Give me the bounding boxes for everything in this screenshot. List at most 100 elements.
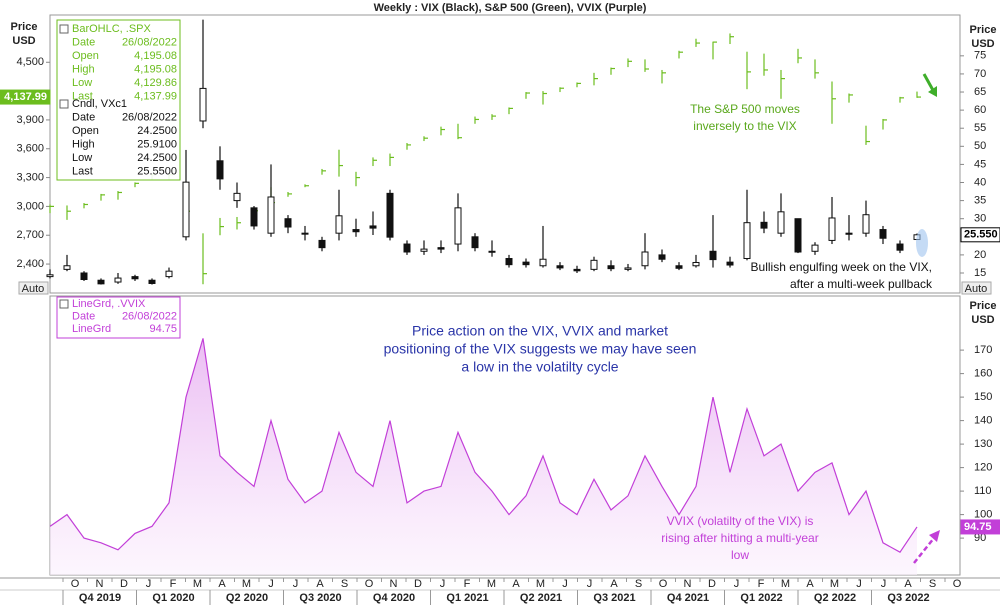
legend-value: 26/08/2022 [122,36,177,48]
tick-label: 3,600 [16,143,44,155]
x-month-label: J [856,578,862,590]
candle-body [63,265,71,270]
x-month-label: A [218,578,226,590]
candle-body [46,274,54,278]
legend-key: Open [72,50,99,62]
candle-body [471,236,479,249]
candle-body [284,218,292,228]
x-month-label: D [120,578,128,590]
annotation: inversely to the VIX [693,119,796,133]
candle-body [114,277,122,283]
candle-body [896,243,904,251]
candle-body [335,215,343,234]
candle-body [760,221,768,229]
tick-label: 55 [974,122,986,134]
x-quarter-label: Q3 2022 [887,592,929,604]
arrow-head [928,86,937,97]
tick-label: 3,900 [16,114,44,126]
y2-axis-title: Price [970,24,997,36]
legend-icon [59,24,69,34]
legend-value: 24.2500 [137,125,177,137]
legend-icon [59,99,69,109]
tick-label: 140 [974,415,992,427]
legend-header: Cndl, VXc1 [72,98,127,110]
annotation: after a multi-week pullback [790,277,933,291]
x-quarter-label: Q1 2020 [152,592,194,604]
candle-body [369,225,377,229]
candle-body [505,258,513,266]
scale-mode[interactable]: Auto [22,283,45,295]
tick-label: 160 [974,368,992,380]
last-value-label: 94.75 [964,521,992,533]
tick-label: 120 [974,462,992,474]
legend-key: High [72,63,95,75]
candle-body [80,272,88,281]
tick-label: 70 [974,68,986,80]
tick-label: 45 [974,158,986,170]
annotation: The S&P 500 moves [690,102,800,116]
legend-value: 94.75 [149,323,177,335]
candle-body [267,196,275,234]
top-panel [49,14,961,294]
legend-key: Low [72,152,92,164]
highlight [916,229,928,257]
candle-body [97,279,105,285]
legend-value: 4,195.08 [134,50,177,62]
tick-label: 75 [974,50,986,62]
tick-label: 170 [974,344,992,356]
x-month-label: M [242,578,251,590]
x-month-label: S [341,578,348,590]
x-month-label: F [758,578,765,590]
area [50,338,917,575]
last-value-label: 4,137.99 [4,91,47,103]
legend-key: LineGrd [72,323,111,335]
legend-key: Last [72,165,93,177]
arrow-head [929,530,940,542]
tick-label: 40 [974,176,986,188]
annotation: rising after hitting a multi-year [661,531,818,545]
candle-body [709,250,717,261]
legend-icon [59,299,69,309]
candle-body [131,276,139,280]
candle-body [624,267,632,270]
x-month-label: M [536,578,545,590]
candle-body [862,214,870,234]
candle-body [454,207,462,245]
tick-label: 3,300 [16,171,44,183]
x-month-label: N [96,578,104,590]
candle-body [233,192,241,202]
last-value-tag [0,89,51,105]
y2-axis-title: Price [970,300,997,312]
legend-header: BarOHLC, .SPX [72,23,152,35]
x-quarter-label: Q2 2022 [814,592,856,604]
last-value-label: 25.550 [964,229,998,241]
scale-mode-box[interactable] [961,281,992,295]
candle-body [250,207,258,227]
x-month-label: S [929,578,936,590]
x-month-label: M [487,578,496,590]
x-quarter-label: Q2 2021 [520,592,562,604]
candle-body [658,254,666,260]
legend-key: Last [72,90,93,102]
scale-mode-box[interactable] [18,281,49,295]
x-month-label: O [953,578,962,590]
x-month-label: O [659,578,668,590]
candle-body [811,244,819,252]
x-quarter-label: Q1 2021 [446,592,488,604]
tick-label: 65 [974,86,986,98]
x-month-label: N [390,578,398,590]
annotation: low [731,548,749,562]
x-quarter-label: Q1 2022 [740,592,782,604]
candle-body [743,222,751,260]
x-month-label: N [684,578,692,590]
candle-body [488,250,496,253]
x-quarter-label: Q2 2020 [226,592,268,604]
x-month-label: S [635,578,642,590]
annotation: positioning of the VIX suggests we may h… [384,341,697,357]
chart-title: Weekly : VIX (Black), S&P 500 (Green), V… [374,2,647,14]
tick-label: 2,700 [16,229,44,241]
candle-body [148,279,156,284]
x-month-label: O [71,578,80,590]
scale-mode[interactable]: Auto [965,283,988,295]
x-month-label: A [512,578,520,590]
